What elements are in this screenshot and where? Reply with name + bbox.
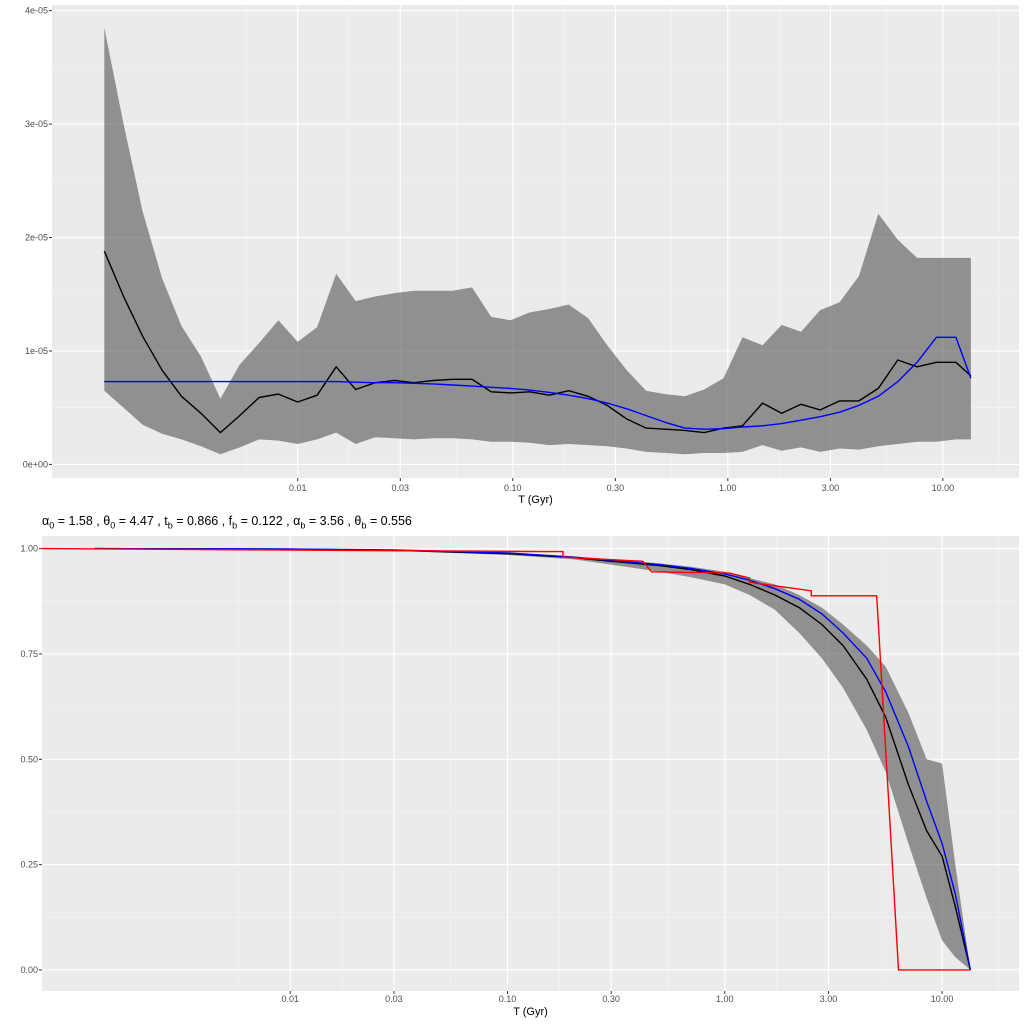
- theta0-subscript: 0: [110, 520, 116, 531]
- plot-background: [42, 536, 1019, 991]
- thetab-value: = 0.556: [366, 514, 412, 528]
- parameter-caption: α0 = 1.58 , θ0 = 4.47 , tb = 0.866 , fb …: [42, 514, 412, 531]
- y-tick-label: 2e-05: [25, 233, 48, 243]
- series-line-red: [41, 547, 971, 971]
- x-tick-label: 1.00: [719, 483, 737, 493]
- y-tick-label: 0e+00: [23, 459, 48, 469]
- x-tick-label: 0.10: [504, 483, 522, 493]
- x-tick-label: 10.00: [931, 994, 954, 1004]
- y-tick-label: 0.50: [20, 754, 38, 764]
- alphab-symbol: α: [293, 514, 301, 528]
- x-axis-title: T (Gyr): [513, 1006, 548, 1018]
- y-tick-label: 0.25: [20, 860, 38, 870]
- y-tick-label: 3e-05: [25, 119, 48, 129]
- theta0-symbol: θ: [103, 514, 111, 528]
- tb-value: = 0.866 ,: [172, 514, 229, 528]
- y-tick-label: 4e-05: [25, 6, 48, 16]
- series-line-blue: [104, 336, 972, 430]
- y-tick-label: 1.00: [20, 544, 38, 554]
- x-tick-label: 10.00: [932, 483, 955, 493]
- alpha0-symbol: α: [42, 514, 50, 528]
- x-tick-label: 0.03: [385, 994, 403, 1004]
- x-tick-label: 0.01: [281, 994, 299, 1004]
- y-tick-label: 1e-05: [25, 346, 48, 356]
- confidence-band: [104, 27, 971, 455]
- x-tick-label: 0.03: [392, 483, 410, 493]
- x-tick-label: 1.00: [716, 994, 734, 1004]
- alphab-subscript: b: [300, 520, 306, 531]
- chart-top-panel: 0.01 0.03 0.10 0.30 1.00 3.00 10.00 0e+00 1e-05 2…: [23, 5, 1019, 506]
- theta0-value: = 4.47 ,: [115, 514, 165, 528]
- thetab-subscript: b: [361, 520, 367, 531]
- alphab-value: = 3.56 ,: [305, 514, 355, 528]
- fb-symbol: f: [228, 514, 233, 528]
- thetab-symbol: θ: [354, 514, 362, 528]
- x-tick-label: 3.00: [820, 994, 838, 1004]
- x-tick-label: 0.30: [607, 483, 625, 493]
- x-tick-label: 0.01: [289, 483, 307, 493]
- y-tick-label: 0.00: [20, 965, 38, 975]
- alpha0-value: = 1.58 ,: [54, 514, 104, 528]
- y-tick-label: 0.75: [20, 649, 38, 659]
- tb-symbol: t: [164, 514, 168, 528]
- chart-bottom-panel: 0.01 0.03 0.10 0.30 1.00 3.00 10.00 0.00 0.25 0.5…: [20, 536, 1019, 1018]
- series-line-black: [103, 250, 972, 434]
- tb-subscript: b: [167, 520, 173, 531]
- x-tick-label: 0.30: [602, 994, 620, 1004]
- x-tick-label: 3.00: [822, 483, 840, 493]
- x-axis-title: T (Gyr): [518, 494, 553, 506]
- fb-value: = 0.122 ,: [237, 514, 294, 528]
- fb-subscript: b: [232, 520, 238, 531]
- series-line-blue: [94, 547, 972, 971]
- alpha0-subscript: 0: [49, 520, 55, 531]
- x-tick-label: 0.10: [499, 994, 517, 1004]
